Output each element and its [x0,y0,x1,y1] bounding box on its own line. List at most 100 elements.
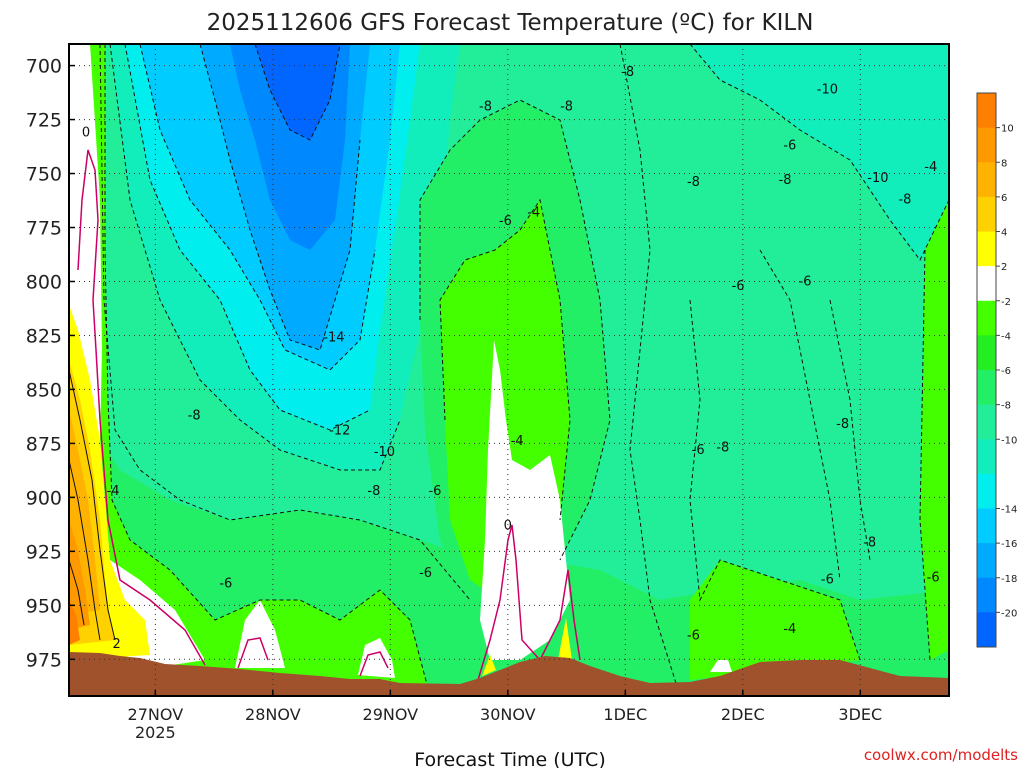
band-plus2-mid [482,655,496,676]
y-axis-ticks: 700 725 750 775 800 825 850 875 900 925 950 975 [26,56,75,671]
contour-label: -8 [479,100,492,115]
contour-label: -6 [428,484,441,499]
zero-contour-left [77,149,206,666]
time-gridlines [154,44,861,696]
contour-label: -6 [732,279,745,294]
contour-label: -6 [499,214,512,229]
contour-label: -12 [329,423,350,438]
y-tick-label: 900 [26,487,62,509]
band-plus8 [69,520,90,630]
contour-label: -6 [783,138,796,153]
pressure-gridlines [69,65,949,660]
colorbar-swatch [977,370,996,406]
colorbar-label: 6 [1001,193,1007,204]
band-minus4-far-right [920,200,949,660]
x-tick-label: 3DEC [838,705,882,724]
band-plus10 [69,600,80,645]
colorbar-label: -20 [1001,608,1017,619]
contour-label: -10 [867,171,888,186]
contour-label: -8 [188,408,201,423]
band-white-a [235,600,285,668]
zero-contour-mid [477,524,581,681]
contour-minus10 [124,44,371,431]
contour-label: 0 [82,126,90,141]
contour-label: 2 [112,637,120,652]
colorbar-label: -8 [1001,401,1011,412]
band-minus4-right [690,560,860,680]
colorbar-label: -4 [1001,331,1011,342]
chart-title: 2025112606 GFS Forecast Temperature (ºC)… [207,10,814,36]
warm-contour-1 [69,369,116,641]
contour-minus4-mid [439,198,571,521]
colorbar-label: -6 [1001,366,1011,377]
y-tick-label: 725 [26,110,62,132]
contour-label: -8 [560,100,573,115]
contour-label: -8 [779,173,792,188]
colorbar-label: 8 [1001,158,1007,169]
zero-contour-a [237,637,269,669]
x-tick-label: 27NOV [128,705,184,724]
band-minus6-low [69,44,949,696]
colorbar-swatch [977,404,996,440]
contour-minus8-left [109,44,401,471]
contour-label: -10 [817,82,838,97]
y-tick-label: 875 [26,433,62,455]
contour-label: -8 [687,175,700,190]
contour-label: -4 [783,622,796,637]
contour-label: 0 [504,518,512,533]
x-axis-label: Forecast Time (UTC) [414,749,605,768]
contour-label: -4 [107,484,120,499]
contour-label: -6 [821,572,834,587]
contour-label: -8 [863,536,876,551]
x-tick-label: 1DEC [603,705,647,724]
colorbar-swatch [977,231,996,267]
colorbar-swatch [977,612,996,648]
y-tick-label: 700 [26,56,62,78]
colorbar-label: 4 [1001,228,1007,239]
zero-contour-b [359,651,389,677]
contour-label: -6 [687,629,700,644]
contour-label: -4 [924,160,937,175]
contour-label: -14 [323,331,344,346]
contour-label: -8 [716,441,729,456]
plot-frame [68,43,950,697]
credit-text: coolwx.com/modelts [864,746,1018,764]
colorbar-label: -18 [1001,574,1017,585]
colorbar-swatch [977,300,996,336]
colorbar-label: 2 [1001,262,1007,273]
x-tick-label: 2DEC [721,705,765,724]
plot-area: 0 -4 2 -6 -8 -14 -12 -10 -8 -6 -6 -8 -8 -4 -6 -4 0 -8 -8 -8… [69,44,949,696]
contour-label: -6 [692,443,705,458]
colorbar-swatch [977,335,996,371]
colorbar-swatch [977,577,996,613]
contour-minus6-right [689,299,861,661]
warm-contour-2 [69,459,101,641]
colorbar-swatch [977,93,996,129]
band-minus20 [255,44,340,140]
y-tick-label: 750 [26,164,62,186]
y-tick-label: 950 [26,595,62,617]
colorbar-label: -16 [1001,539,1017,550]
contour-minus12 [139,44,376,371]
contour-label: -6 [927,570,940,585]
x-tick-label: 29NOV [363,705,419,724]
colorbar-swatch [977,162,996,198]
band-white-b [358,638,395,678]
terrain [69,652,949,696]
contour-minus4-left [104,44,431,696]
contour-label: -4 [511,434,524,449]
band-white-c [710,660,732,672]
contour-label: -8 [621,65,634,80]
contour-label: -10 [374,445,395,460]
contour-minus8-far [689,44,949,261]
contour-minus18 [254,44,341,141]
contour-label: -8 [898,192,911,207]
contour-label: -6 [419,566,432,581]
colorbar-swatch [977,439,996,475]
band-minus10-right [690,44,949,260]
colorbar-swatch [977,508,996,544]
colorbar-swatch [977,127,996,163]
contour-labels: 0 -4 2 -6 -8 -14 -12 -10 -8 -6 -6 -8 -8 -4 -6 -4 0 -8 -8 -8… [82,65,940,652]
contour-minus14 [199,44,361,351]
